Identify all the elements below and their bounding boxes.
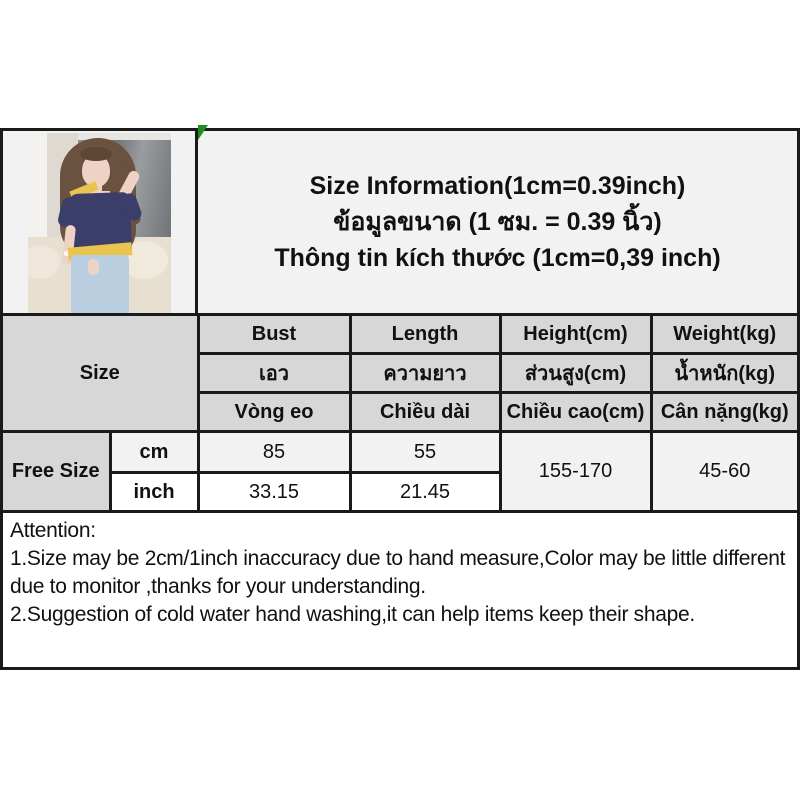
bust-inch-value: 33.15 (196, 471, 352, 513)
header-height-vi: Chiều cao(cm) (498, 391, 653, 433)
attention-line-2: due to monitor ,thanks for your understa… (10, 575, 426, 598)
header-length-vi: Chiều dài (348, 391, 502, 433)
header-row-thai: เอว ความยาว ส่วนสูง(cm) น้ำหนัก(kg) (3, 352, 797, 394)
weight-range-value: 45-60 (649, 430, 797, 513)
photo-pillow (28, 245, 60, 279)
header-length-th: ความยาว (348, 352, 502, 394)
header-height-th: ส่วนสูง(cm) (498, 352, 653, 394)
attention-line-3: 2.Suggestion of cold water hand washing,… (10, 603, 695, 626)
height-range-value: 155-170 (498, 430, 653, 513)
green-corner-marker (198, 125, 208, 140)
attention-heading: Attention: (10, 519, 96, 542)
header-bust-th: เอว (198, 352, 352, 394)
photo-model-fringe (80, 147, 112, 161)
data-row-cm: Free Size cm 85 55 155-170 45-60 (3, 430, 797, 513)
model-photo (28, 133, 171, 313)
photo-mirror-frame (78, 133, 171, 140)
photo-jeans (71, 255, 129, 313)
free-size-cell: Free Size (3, 430, 112, 513)
bust-cm-value: 85 (196, 430, 352, 474)
unit-cm-cell: cm (108, 430, 200, 474)
attention-section: Attention: 1.Size may be 2cm/1inch inacc… (3, 513, 797, 667)
title-thai: ข้อมูลขนาด (1 ซม. = 0.39 นิ้ว) (333, 208, 662, 236)
header-row-vietnamese: Vòng eo Chiều dài Chiều cao(cm) Cân nặng… (3, 391, 797, 433)
header-bust-en: Bust (196, 313, 352, 355)
length-inch-value: 21.45 (348, 471, 500, 513)
header-row-english: Size Bust Length Height(cm) Weight(kg) (3, 313, 797, 433)
product-photo-panel (3, 131, 198, 313)
header-weight-th: น้ำหนัก(kg) (649, 352, 797, 394)
title-panel: Size Information(1cm=0.39inch) ข้อมูลขนา… (198, 125, 797, 313)
attention-line-1: 1.Size may be 2cm/1inch inaccuracy due t… (10, 547, 786, 570)
title-vietnamese: Thông tin kích thước (1cm=0,39 inch) (274, 244, 721, 272)
length-cm-value: 55 (348, 430, 502, 474)
header-weight-en: Weight(kg) (649, 313, 797, 355)
header-bust-vi: Vòng eo (198, 391, 352, 433)
top-section: Size Information(1cm=0.39inch) ข้อมูลขนา… (3, 125, 797, 313)
content-box: Size Information(1cm=0.39inch) ข้อมูลขนา… (0, 125, 800, 670)
header-length-en: Length (348, 313, 502, 355)
size-table: Size Bust Length Height(cm) Weight(kg) เ… (3, 313, 797, 513)
header-height-en: Height(cm) (498, 313, 653, 355)
photo-model-hand (88, 259, 99, 275)
header-weight-vi: Cân nặng(kg) (649, 391, 797, 433)
unit-inch-cell: inch (110, 471, 200, 513)
title-english: Size Information(1cm=0.39inch) (309, 172, 686, 200)
size-header-cell: Size (3, 313, 200, 433)
data-row-inch: inch 33.15 21.45 (3, 471, 797, 513)
